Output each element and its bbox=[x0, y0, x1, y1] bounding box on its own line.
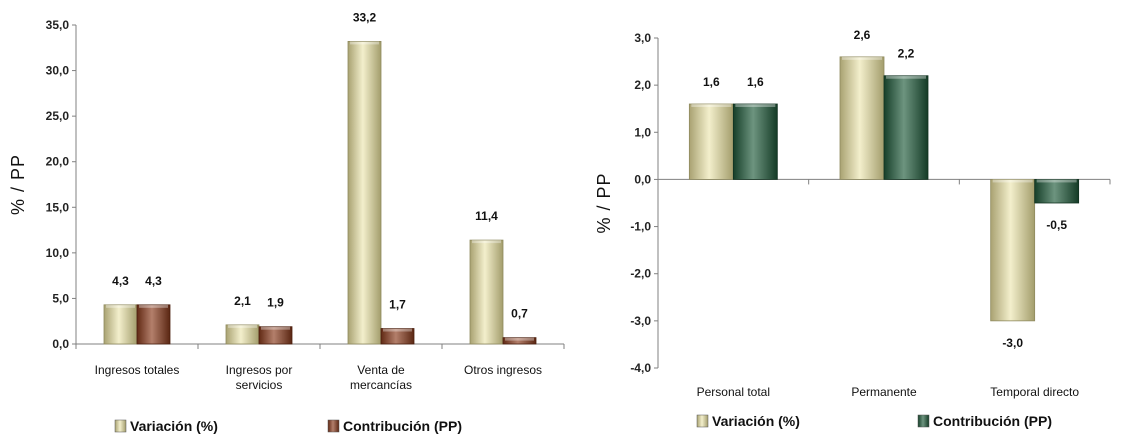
data-label: 2,6 bbox=[854, 28, 871, 42]
bar-bevel bbox=[505, 337, 534, 341]
y-tick-label: -2,0 bbox=[630, 267, 651, 281]
data-label: 4,3 bbox=[112, 274, 129, 288]
bar-contribucion bbox=[502, 337, 537, 345]
bar-variacion bbox=[103, 304, 138, 345]
data-label: 11,4 bbox=[475, 209, 498, 223]
legend-swatch-contribucion bbox=[327, 419, 340, 433]
legend-label: Variación (%) bbox=[712, 413, 800, 429]
y-tick-label: 5,0 bbox=[52, 291, 69, 305]
x-category-label: Venta de bbox=[357, 363, 405, 377]
x-category-label: mercancías bbox=[350, 378, 412, 392]
bar-bevel bbox=[1036, 179, 1077, 183]
y-tick-label: -3,0 bbox=[630, 314, 651, 328]
bar-variacion bbox=[469, 239, 504, 345]
data-label: 2,1 bbox=[234, 294, 251, 308]
bar-contribucion bbox=[380, 328, 415, 345]
y-tick-label: 2,0 bbox=[634, 78, 651, 92]
bar-bevel bbox=[350, 41, 379, 45]
bar-bevel bbox=[735, 104, 776, 107]
y-tick-label: 1,0 bbox=[634, 125, 651, 139]
data-label: -0,5 bbox=[1046, 218, 1067, 232]
y-tick-label: 35,0 bbox=[46, 18, 70, 32]
legend-swatch-variacion bbox=[114, 419, 127, 433]
chart-ingresos-svg: 0,0 5,0 10,0 15,0 20,0 25,0 30,0 35,0 % / PP Ingr… bbox=[8, 10, 565, 434]
chart-personal: -4,0 -3,0 -2,0 -1,0 0,0 1,0 2,0 3,0 % / PP Person… bbox=[580, 0, 1126, 434]
bar-contribucion bbox=[732, 103, 778, 180]
x-category-label: Temporal directo bbox=[990, 385, 1079, 399]
y-tick-label: 15,0 bbox=[46, 200, 70, 214]
legend-swatch-contribucion bbox=[917, 414, 930, 428]
bar-bevel bbox=[691, 104, 732, 107]
bar-variacion bbox=[688, 103, 734, 180]
data-label: 33,2 bbox=[353, 10, 377, 24]
y-tick-label: 20,0 bbox=[46, 155, 70, 169]
data-label: 4,3 bbox=[145, 274, 162, 288]
y-tick-label: 0,0 bbox=[634, 172, 651, 186]
data-label: 1,9 bbox=[267, 296, 284, 310]
y-tick-label: -4,0 bbox=[630, 361, 651, 375]
data-label: 1,6 bbox=[703, 75, 720, 89]
bar-variacion bbox=[347, 41, 382, 345]
y-tick-label: 30,0 bbox=[46, 64, 70, 78]
data-label: 1,7 bbox=[389, 298, 406, 312]
bar-bevel bbox=[992, 179, 1033, 183]
data-label: 2,2 bbox=[898, 47, 915, 61]
bar-variacion bbox=[990, 179, 1036, 322]
x-category-label: Personal total bbox=[697, 385, 770, 399]
legend-label: Variación (%) bbox=[130, 418, 218, 434]
bar-bevel bbox=[842, 56, 882, 60]
bar-variacion bbox=[839, 56, 885, 180]
bar-bevel bbox=[261, 326, 290, 330]
legend-label: Contribución (PP) bbox=[343, 418, 462, 434]
y-tick-label: 0,0 bbox=[52, 337, 69, 351]
y-tick-label: 3,0 bbox=[634, 31, 651, 45]
bar-bevel bbox=[139, 304, 168, 308]
legend-label: Contribución (PP) bbox=[933, 413, 1052, 429]
x-category-label: Ingresos por bbox=[226, 363, 293, 377]
legend-swatch-variacion bbox=[696, 414, 709, 428]
x-category-label: Permanente bbox=[851, 385, 917, 399]
data-label: -3,0 bbox=[1002, 336, 1023, 350]
bar-bevel bbox=[106, 304, 135, 308]
data-label: 0,7 bbox=[511, 307, 528, 321]
bar-contribucion bbox=[136, 304, 171, 345]
data-label: 1,6 bbox=[747, 75, 764, 89]
x-category-label: Ingresos totales bbox=[95, 363, 180, 377]
chart-personal-svg: -4,0 -3,0 -2,0 -1,0 0,0 1,0 2,0 3,0 % / PP Person… bbox=[594, 28, 1111, 429]
bar-bevel bbox=[886, 75, 926, 79]
y-axis-label: % / PP bbox=[594, 172, 614, 233]
x-category-label: servicios bbox=[236, 378, 283, 392]
y-axis-label: % / PP bbox=[8, 154, 28, 215]
bar-contribucion bbox=[883, 75, 929, 180]
x-category-label: Otros ingresos bbox=[464, 363, 542, 377]
bar-bevel bbox=[228, 324, 257, 328]
bar-bevel bbox=[472, 240, 501, 244]
bar-bevel bbox=[383, 328, 412, 332]
y-tick-label: 10,0 bbox=[46, 246, 70, 260]
chart-ingresos: 0,0 5,0 10,0 15,0 20,0 25,0 30,0 35,0 % / PP Ingr… bbox=[8, 10, 565, 434]
bar-contribucion bbox=[1034, 179, 1080, 204]
y-tick-label: -1,0 bbox=[630, 220, 651, 234]
y-tick-label: 25,0 bbox=[46, 109, 70, 123]
bar-contribucion bbox=[258, 326, 293, 345]
